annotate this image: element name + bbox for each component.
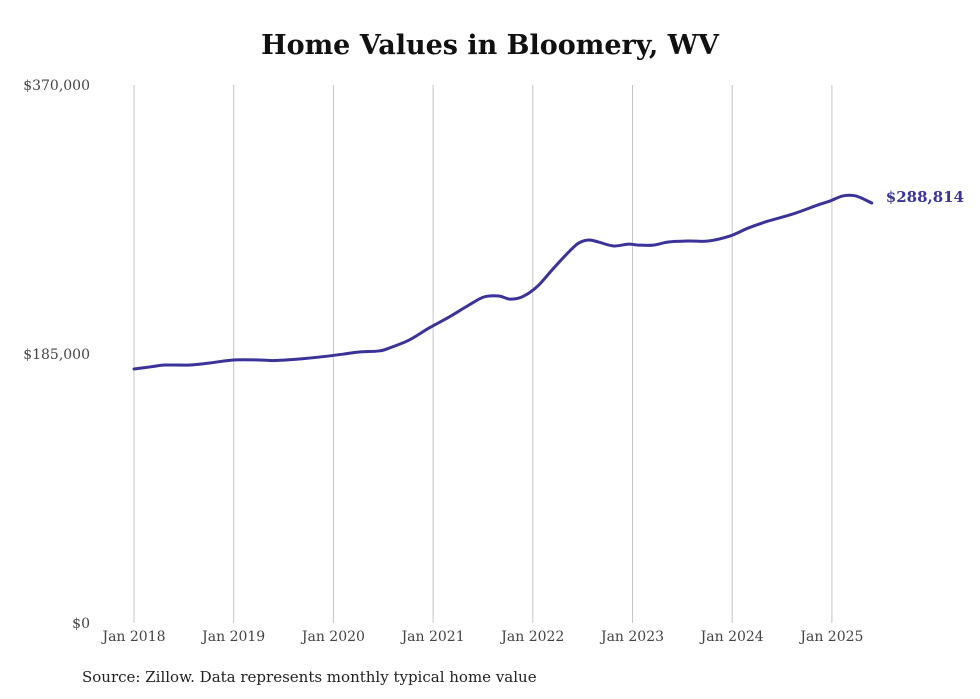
- x-tick-label: Jan 2020: [300, 629, 365, 645]
- x-tick-label: Jan 2024: [699, 629, 764, 645]
- source-note: Source: Zillow. Data represents monthly …: [82, 668, 537, 686]
- x-tick-label: Jan 2022: [499, 629, 564, 645]
- series-line: [132, 193, 874, 371]
- x-tick-label: Jan 2019: [200, 629, 265, 645]
- end-value-label: $288,814: [886, 188, 964, 206]
- x-tick-label: Jan 2018: [100, 629, 165, 645]
- y-tick-label: $370,000: [23, 78, 90, 94]
- y-tick-label: $185,000: [23, 347, 90, 363]
- chart-title: Home Values in Bloomery, WV: [261, 30, 719, 61]
- y-tick-label: $0: [72, 616, 90, 632]
- x-tick-label: Jan 2025: [798, 629, 863, 645]
- x-tick-label: Jan 2021: [400, 629, 465, 645]
- x-tick-label: Jan 2023: [599, 629, 664, 645]
